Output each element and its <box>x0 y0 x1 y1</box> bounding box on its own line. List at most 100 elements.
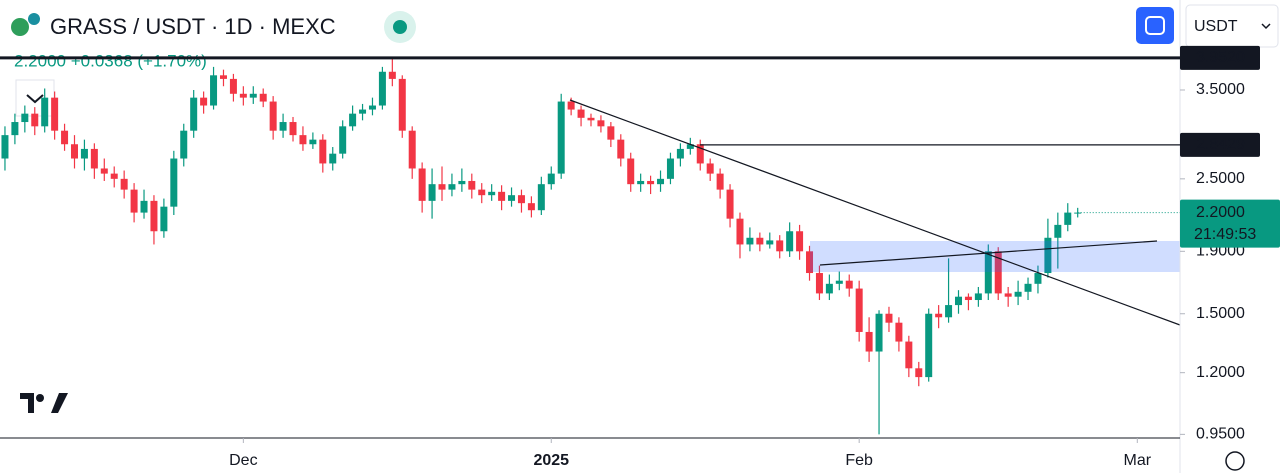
candle-body <box>180 130 188 159</box>
logo-part <box>36 394 44 402</box>
candle-body <box>666 158 674 179</box>
candle-body <box>865 331 873 352</box>
candle-body <box>229 78 237 94</box>
candle-body <box>885 313 893 323</box>
candle-body <box>825 283 833 294</box>
candle-body <box>607 126 615 140</box>
candle-body <box>349 113 357 127</box>
candle-body <box>1044 237 1052 274</box>
y-tick-label: 2.5000 <box>1196 170 1245 187</box>
candle-body <box>517 195 525 204</box>
candle-body <box>31 113 39 127</box>
y-tick-label: 0.9500 <box>1196 426 1245 443</box>
candle-body <box>557 101 565 174</box>
candle-body <box>508 195 516 201</box>
candle-body <box>498 191 506 201</box>
candle-body <box>478 189 486 196</box>
candle-body <box>458 180 466 185</box>
candle-body <box>974 293 982 301</box>
y-tick-label: 3.5000 <box>1196 81 1245 98</box>
candle-body <box>527 203 535 211</box>
candle-body <box>657 178 665 185</box>
candle-body <box>368 105 376 110</box>
candle-body <box>925 313 933 378</box>
candle-body <box>11 122 19 136</box>
candle-body <box>647 180 655 185</box>
candle-body <box>309 139 317 145</box>
logo-part <box>20 393 34 413</box>
candle-body <box>676 148 684 159</box>
candle-body <box>51 97 59 131</box>
candle-body <box>319 139 327 164</box>
candle-body <box>1 135 9 159</box>
candle-body <box>806 251 814 274</box>
quote-line: 2.2000 +0.0368 (+1.70%) <box>14 51 207 70</box>
candle-body <box>935 313 943 318</box>
candle-body <box>398 78 406 131</box>
candle-body <box>468 180 476 190</box>
exchange-icon <box>28 13 40 25</box>
x-tick-label: Dec <box>229 452 257 469</box>
settings-icon[interactable] <box>1225 451 1245 471</box>
price-badge <box>1180 132 1260 157</box>
candle-body <box>637 180 645 185</box>
candle-body <box>120 178 128 190</box>
coin-icon <box>11 18 29 36</box>
candle-body <box>577 109 585 118</box>
candle-body <box>488 191 496 196</box>
logo-part <box>48 393 68 413</box>
candle-body <box>537 184 545 211</box>
fullscreen-button[interactable] <box>1136 7 1174 44</box>
candle-body <box>915 368 923 378</box>
candle-body <box>835 280 843 284</box>
candle-body <box>756 237 764 245</box>
candle-body <box>855 288 863 332</box>
candle-body <box>359 109 367 114</box>
y-tick-label: 1.2000 <box>1196 364 1245 381</box>
candle-body <box>905 341 913 369</box>
currency-label: USDT <box>1194 18 1238 35</box>
candle-body <box>845 280 853 289</box>
candle-body <box>994 251 1002 294</box>
candle-body <box>80 148 88 159</box>
candle-body <box>219 75 227 79</box>
countdown-label: 21:49:53 <box>1194 226 1256 243</box>
candle-body <box>428 184 436 201</box>
candle-body <box>190 97 198 131</box>
candle-body <box>726 189 734 219</box>
candle-body <box>776 240 784 252</box>
candle-body <box>815 273 823 294</box>
candle-body <box>766 240 774 245</box>
candle-body <box>786 231 794 252</box>
candle-body <box>1054 224 1062 238</box>
candle-body <box>736 218 744 245</box>
candle-body <box>388 71 396 79</box>
collapse-icon <box>26 94 44 104</box>
candle-body <box>140 200 148 213</box>
candle-body <box>110 173 118 179</box>
candle-body <box>1004 293 1012 297</box>
candle-body <box>339 126 347 154</box>
y-tick-label: 1.5000 <box>1196 305 1245 322</box>
candle-body <box>90 148 98 169</box>
price-badge-label: 2.8429 <box>1196 136 1245 153</box>
last-price-badge <box>1180 199 1280 248</box>
candle-body <box>100 168 108 174</box>
candle-body <box>210 75 218 106</box>
candle-body <box>329 153 337 164</box>
candle-body <box>686 144 694 149</box>
candle-body <box>547 173 555 185</box>
candle-body <box>70 144 78 159</box>
candle-body <box>964 296 972 301</box>
candle-body <box>984 251 992 294</box>
status-dot <box>393 20 407 34</box>
candle-body <box>696 144 704 164</box>
candle-body <box>408 130 416 169</box>
candle-body <box>61 130 69 145</box>
x-tick-label: 2025 <box>533 452 569 469</box>
candle-body <box>945 305 953 318</box>
candle-body <box>617 139 625 159</box>
candle-body <box>200 97 208 106</box>
x-tick-label: Feb <box>845 452 873 469</box>
